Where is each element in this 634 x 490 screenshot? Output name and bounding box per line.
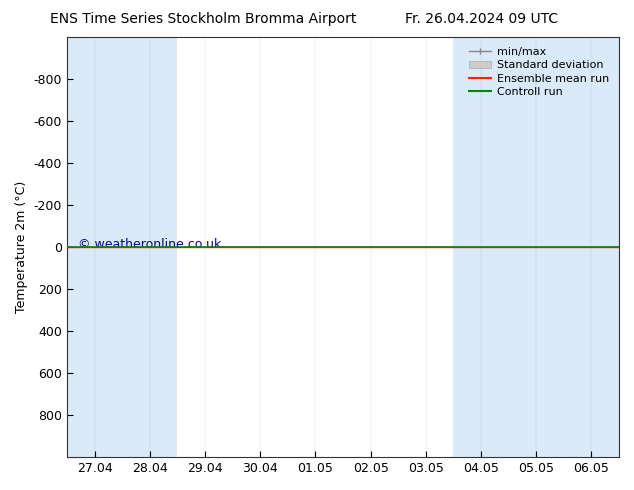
Bar [67,37,178,457]
Text: ENS Time Series Stockholm Bromma Airport: ENS Time Series Stockholm Bromma Airport [49,12,356,26]
Bar [453,37,508,457]
Y-axis label: Temperature 2m (°C): Temperature 2m (°C) [15,181,28,313]
Bar [508,37,564,457]
Text: © weatheronline.co.uk: © weatheronline.co.uk [78,239,221,251]
Bar [564,37,619,457]
Legend: min/max, Standard deviation, Ensemble mean run, Controll run: min/max, Standard deviation, Ensemble me… [465,43,614,101]
Text: Fr. 26.04.2024 09 UTC: Fr. 26.04.2024 09 UTC [405,12,559,26]
